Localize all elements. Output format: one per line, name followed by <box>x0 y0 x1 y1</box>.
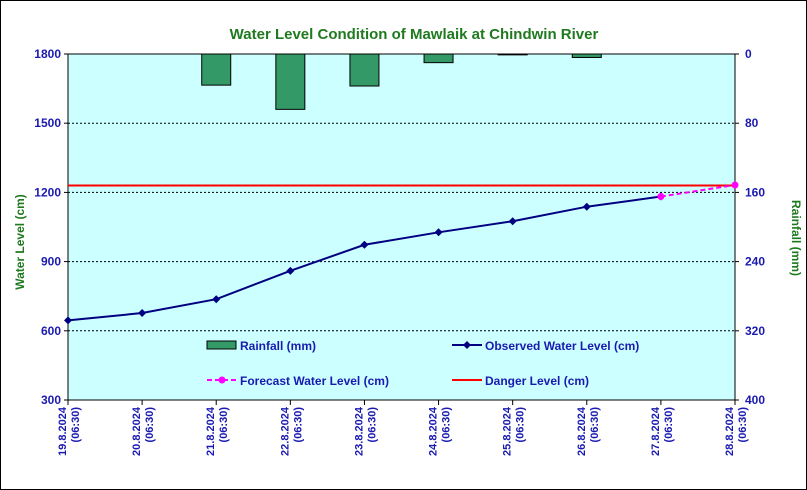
x-tick-date: 24.8.2024 <box>428 406 440 456</box>
left-tick-label: 300 <box>41 393 61 407</box>
left-tick-label: 1500 <box>34 116 61 130</box>
x-tick-date: 27.8.2024 <box>650 406 662 456</box>
legend-label-danger: Danger Level (cm) <box>485 374 589 388</box>
x-tick-date: 26.8.2024 <box>576 406 588 456</box>
x-tick-time: (06:30) <box>737 407 749 443</box>
x-tick-date: 22.8.2024 <box>279 406 291 456</box>
legend-marker-observed <box>463 341 471 349</box>
x-tick-time: (06:30) <box>292 407 304 443</box>
legend: Rainfall (mm) Observed Water Level (cm) … <box>206 339 639 388</box>
right-axis-ticks: 0 80 160 240 320 400 <box>735 47 765 407</box>
observed-point <box>64 316 72 325</box>
observed-point <box>360 240 369 249</box>
gridlines <box>68 53 735 332</box>
x-tick-label: 22.8.2024 (06:30) <box>279 406 304 456</box>
right-axis-title: Rainfall (mm) <box>789 200 803 276</box>
rainfall-bar <box>349 53 380 87</box>
x-tick-date: 19.8.2024 <box>57 406 69 456</box>
x-tick-time: (06:30) <box>589 407 601 443</box>
x-tick-date: 20.8.2024 <box>131 406 143 456</box>
forecast-line <box>660 184 736 198</box>
x-tick-label: 19.8.2024 (06:30) <box>57 406 82 456</box>
x-tick-time: (06:30) <box>441 407 453 443</box>
x-tick-label: 28.8.2024 (06:30) <box>724 406 749 456</box>
observed-point <box>286 266 295 275</box>
chart-title: Water Level Condition of Mawlaik at Chin… <box>230 26 599 43</box>
x-tick-time: (06:30) <box>218 407 230 443</box>
right-tick-label: 400 <box>745 393 765 407</box>
x-tick-label: 24.8.2024 (06:30) <box>428 406 453 456</box>
x-tick-label: 20.8.2024 (06:30) <box>131 406 156 456</box>
left-axis-title: Water Level (cm) <box>13 194 27 290</box>
observed-point <box>138 309 147 318</box>
x-tick-date: 21.8.2024 <box>205 406 217 456</box>
left-tick-label: 1800 <box>34 47 61 61</box>
x-tick-label: 23.8.2024 (06:30) <box>353 406 378 456</box>
legend-label-forecast: Forecast Water Level (cm) <box>240 374 389 388</box>
x-tick-label: 27.8.2024 (06:30) <box>650 406 675 456</box>
left-tick-label: 1200 <box>34 185 61 199</box>
x-tick-time: (06:30) <box>144 407 156 443</box>
x-tick-time: (06:30) <box>515 407 527 443</box>
x-tick-time: (06:30) <box>663 407 675 443</box>
x-tick-time: (06:30) <box>70 407 82 443</box>
x-tick-date: 28.8.2024 <box>724 406 736 456</box>
observed-point <box>582 202 591 211</box>
forecast-point <box>731 181 739 189</box>
rainfall-bar <box>497 53 528 56</box>
observed-point <box>434 228 443 237</box>
left-tick-label: 600 <box>41 324 61 338</box>
observed-point <box>212 295 221 304</box>
right-tick-label: 240 <box>745 255 765 269</box>
x-axis-ticks: 19.8.2024 (06:30) 20.8.2024 (06:30) 21.8.202… <box>57 400 749 456</box>
rainfall-bar <box>275 53 306 110</box>
rainfall-bar <box>423 53 454 64</box>
legend-swatch-rainfall <box>206 340 237 350</box>
plot-area <box>67 53 736 401</box>
x-tick-date: 23.8.2024 <box>353 406 365 456</box>
legend-marker-forecast <box>218 376 226 384</box>
legend-label-observed: Observed Water Level (cm) <box>485 339 639 353</box>
rainfall-bar <box>201 53 232 86</box>
observed-point <box>508 217 517 226</box>
x-tick-label: 21.8.2024 (06:30) <box>205 406 230 456</box>
right-tick-label: 0 <box>745 47 752 61</box>
right-tick-label: 320 <box>745 324 765 338</box>
rainfall-bars <box>201 53 602 110</box>
left-axis-ticks: 300 600 900 1200 1500 1800 <box>34 47 68 407</box>
x-tick-label: 26.8.2024 (06:30) <box>576 406 601 456</box>
x-tick-label: 25.8.2024 (06:30) <box>502 406 527 456</box>
forecast-point <box>657 193 665 201</box>
right-tick-label: 80 <box>745 116 759 130</box>
left-tick-label: 900 <box>41 255 61 269</box>
forecast-series <box>657 181 739 201</box>
rainfall-bar <box>571 53 602 58</box>
x-tick-time: (06:30) <box>366 407 378 443</box>
x-tick-date: 25.8.2024 <box>502 406 514 456</box>
legend-label-rainfall: Rainfall (mm) <box>240 339 316 353</box>
right-tick-label: 160 <box>745 185 765 199</box>
